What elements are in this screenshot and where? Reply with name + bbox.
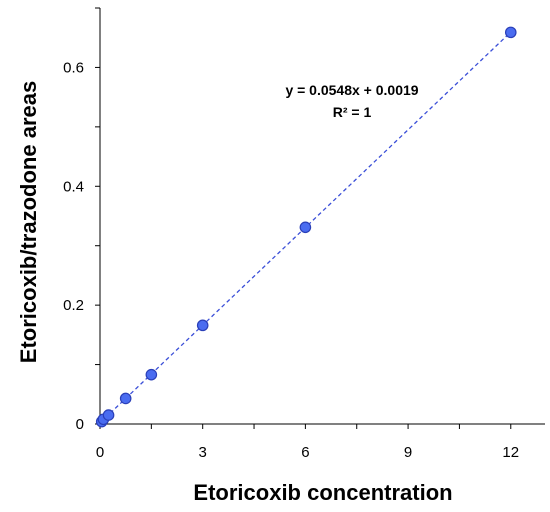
x-axis-title: Etoricoxib concentration [193, 480, 452, 505]
equation-annotation: y = 0.0548x + 0.0019 [285, 82, 418, 98]
data-point [119, 392, 132, 405]
x-tick-label: 3 [199, 444, 207, 461]
y-tick-label: 0 [76, 416, 84, 433]
axes: 0 0.2 0.4 0.6 0 3 6 9 12 [63, 7, 545, 461]
r-squared-annotation: R² = 1 [333, 104, 372, 120]
x-tick-label: 6 [301, 444, 309, 461]
x-tick-label: 12 [502, 444, 519, 461]
data-point [145, 368, 158, 381]
data-point [196, 319, 209, 332]
trendline-group [99, 29, 513, 424]
x-tick-label: 0 [96, 444, 104, 461]
data-points [95, 26, 517, 428]
y-tick-label: 0.4 [63, 178, 84, 195]
x-tick-label: 9 [404, 444, 412, 461]
trendline [99, 29, 513, 424]
y-tick-label: 0.6 [63, 59, 84, 76]
data-point [504, 26, 517, 39]
y-tick-label: 0.2 [63, 297, 84, 314]
y-axis-title: Etoricoxib/trazodone areas [16, 81, 41, 363]
labels-group: Etoricoxib concentration Etoricoxib/traz… [16, 81, 453, 505]
data-point [299, 221, 312, 234]
data-point [102, 409, 115, 421]
